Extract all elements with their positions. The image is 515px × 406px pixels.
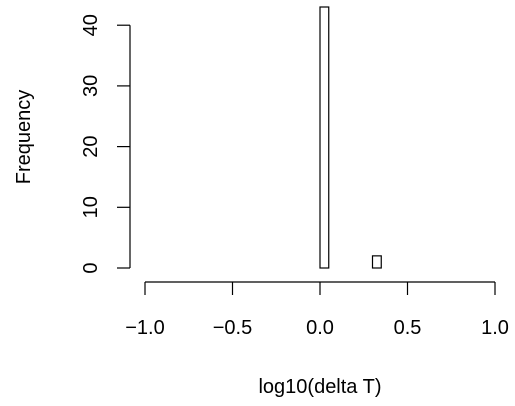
y-axis-label: Frequency [13, 90, 35, 185]
y-axis: 0 10 20 30 40 [80, 14, 131, 274]
x-tick-label: 1.0 [481, 317, 509, 339]
x-axis-label: log10(delta T) [258, 376, 381, 398]
y-tick-label: 40 [80, 14, 102, 36]
y-tick-label: 20 [80, 135, 102, 157]
x-tick-label: 0.0 [306, 317, 334, 339]
y-tick-label: 0 [80, 262, 102, 273]
x-tick-label: 0.5 [394, 317, 422, 339]
x-tick-label: −1.0 [125, 317, 164, 339]
x-axis: −1.0 −0.5 0.0 0.5 1.0 [125, 281, 509, 339]
x-tick-label: −0.5 [213, 317, 252, 339]
histogram-bars [319, 6, 382, 269]
y-tick-label: 30 [80, 75, 102, 97]
y-tick-label: 10 [80, 196, 102, 218]
histogram-bar-6 [371, 255, 382, 269]
histogram-bar-0 [319, 6, 330, 269]
